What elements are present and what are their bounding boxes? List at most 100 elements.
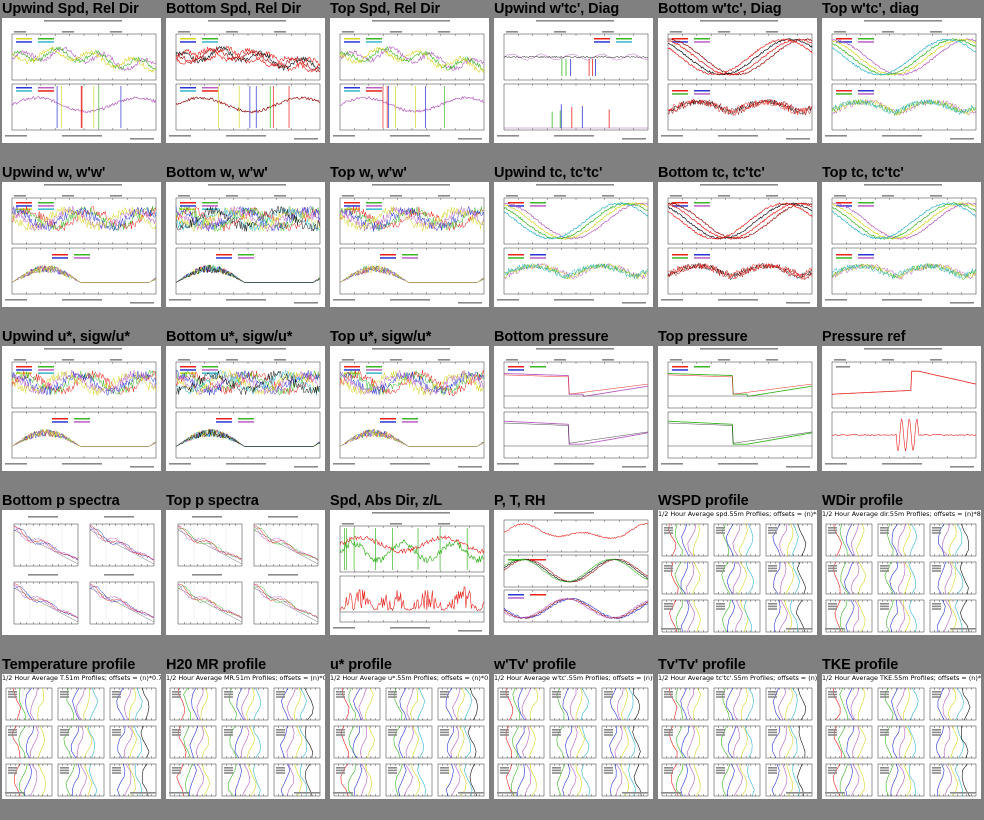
- plot-thumbnail-top-w-tc-diag[interactable]: Top w'tc', diag: [820, 0, 984, 164]
- legend-entry: [38, 372, 54, 374]
- plot-image[interactable]: [2, 346, 161, 471]
- plot-image[interactable]: [822, 346, 981, 471]
- legend-entry: [180, 208, 196, 210]
- plot-frame: [667, 247, 813, 295]
- plot-image[interactable]: 1/2 Hour Average MR.51m Profiles; offset…: [166, 674, 325, 799]
- plot-image[interactable]: 1/2 Hour Average TKE.55m Profiles; offse…: [822, 674, 981, 799]
- plot-thumbnail-upwind-tc-tc-tc[interactable]: Upwind tc, tc'tc': [492, 164, 656, 328]
- plot-thumbnail-bottom-p-spectra[interactable]: Bottom p spectra: [0, 492, 164, 656]
- legend-entry: [530, 366, 546, 368]
- caption-stub: [130, 138, 154, 140]
- plot-image[interactable]: [330, 18, 489, 143]
- profile-line: [733, 687, 742, 721]
- plot-image[interactable]: 1/2 Hour Average spd.55m Profiles; offse…: [658, 510, 817, 635]
- plot-image[interactable]: [822, 18, 981, 143]
- plot-thumbnail-temperature-profile[interactable]: Temperature profile 1/2 Hour Average T.51…: [0, 656, 164, 820]
- plot-image[interactable]: 1/2 Hour Average T.51m Profiles; offsets…: [2, 674, 161, 799]
- profile-line: [633, 687, 641, 721]
- plot-image[interactable]: [330, 510, 489, 635]
- plot-thumbnail-wdir-profile[interactable]: WDir profile 1/2 Hour Average dir.55m Pro…: [820, 492, 984, 656]
- legend-entry: [380, 257, 396, 259]
- legend-entry: [366, 205, 382, 207]
- plot-thumbnail-upwind-spd-rel-dir[interactable]: Upwind Spd, Rel Dir: [0, 0, 164, 164]
- plot-thumbnail-bottom-w-w-w[interactable]: Bottom w, w'w': [164, 164, 328, 328]
- plot-thumbnail-h20-mr-profile[interactable]: H20 MR profile 1/2 Hour Average MR.51m Pr…: [164, 656, 328, 820]
- plot-thumbnail-top-w-w-w[interactable]: Top w, w'w': [328, 164, 492, 328]
- caption-stub: [169, 463, 191, 465]
- profile-line: [234, 763, 243, 797]
- plot-thumbnail-wspd-profile[interactable]: WSPD profile 1/2 Hour Average spd.55m Pro…: [656, 492, 820, 656]
- plot-thumbnail-top-spd-rel-dir[interactable]: Top Spd, Rel Dir: [328, 0, 492, 164]
- plot-frame: [175, 83, 321, 131]
- caption-stub: [226, 195, 238, 197]
- legend-entry: [38, 87, 54, 89]
- caption-stub: [390, 463, 430, 465]
- series-line: [175, 96, 321, 114]
- profile-line: [189, 763, 197, 797]
- plot-thumbnail-upwind-w-w-w[interactable]: Upwind w, w'w': [0, 164, 164, 328]
- caption-stub: [226, 359, 238, 361]
- plot-image[interactable]: [166, 18, 325, 143]
- legend-entry: [344, 369, 360, 371]
- thumbnail-title: Upwind w, w'w': [2, 165, 106, 181]
- legend-entry: [402, 254, 418, 256]
- plot-image[interactable]: [494, 346, 653, 471]
- plot-thumbnail-top-u-sigw-u[interactable]: Top u*, sigw/u*: [328, 328, 492, 492]
- plot-thumbnail-top-tc-tc-tc[interactable]: Top tc, tc'tc': [820, 164, 984, 328]
- legend-entry: [836, 254, 852, 256]
- plot-image[interactable]: [330, 346, 489, 471]
- plot-image[interactable]: [494, 182, 653, 307]
- plot-image[interactable]: 1/2 Hour Average tc'tc'.55m Profiles; of…: [658, 674, 817, 799]
- plot-image[interactable]: [658, 18, 817, 143]
- plot-thumbnail-spd-abs-dir-z-l[interactable]: Spd, Abs Dir, z/L: [328, 492, 492, 656]
- plot-thumbnail-upwind-w-tc-diag[interactable]: Upwind w'tc', Diag: [492, 0, 656, 164]
- plot-image[interactable]: [2, 510, 161, 635]
- plot-thumbnail-top-p-spectra[interactable]: Top p spectra: [164, 492, 328, 656]
- plot-image[interactable]: [330, 182, 489, 307]
- legend-entry: [38, 205, 54, 207]
- profile-line: [722, 687, 730, 721]
- plot-image[interactable]: 1/2 Hour Average u*.55m Profiles; offset…: [330, 674, 489, 799]
- plot-thumbnail-bottom-tc-tc-tc[interactable]: Bottom tc, tc'tc': [656, 164, 820, 328]
- legend-entry: [694, 93, 710, 95]
- plot-thumbnail-w-tv-profile[interactable]: w'Tv' profile 1/2 Hour Average w'tc'.55m …: [492, 656, 656, 820]
- plot-thumbnail-top-pressure[interactable]: Top pressure: [656, 328, 820, 492]
- caption-stub: [208, 184, 286, 186]
- plot-image[interactable]: [494, 510, 653, 635]
- caption-stub: [208, 348, 286, 350]
- plot-thumbnail-bottom-spd-rel-dir[interactable]: Bottom Spd, Rel Dir: [164, 0, 328, 164]
- plot-image[interactable]: [2, 18, 161, 143]
- plot-image[interactable]: [166, 346, 325, 471]
- caption-stub: [864, 184, 942, 186]
- plot-image[interactable]: 1/2 Hour Average dir.55m Profiles; offse…: [822, 510, 981, 635]
- caption-stub: [768, 693, 777, 696]
- plot-image[interactable]: [494, 18, 653, 143]
- plot-image[interactable]: 1/2 Hour Average w'tc'.55m Profiles; off…: [494, 674, 653, 799]
- plot-image[interactable]: [658, 346, 817, 471]
- plot-thumbnail-tke-profile[interactable]: TKE profile 1/2 Hour Average TKE.55m Prof…: [820, 656, 984, 820]
- profile-line: [676, 763, 684, 797]
- plot-thumbnail-bottom-u-sigw-u[interactable]: Bottom u*, sigw/u*: [164, 328, 328, 492]
- plot-thumbnail-tv-tv-profile[interactable]: Tv'Tv' profile 1/2 Hour Average tc'tc'.55…: [656, 656, 820, 820]
- plot-image[interactable]: [658, 182, 817, 307]
- plot-thumbnail-p-t-rh[interactable]: P, T, RH: [492, 492, 656, 656]
- legend-entry: [38, 369, 54, 371]
- profile-line: [789, 725, 798, 759]
- profile-line: [464, 687, 473, 721]
- series-line: [667, 38, 813, 76]
- caption-stub: [664, 565, 673, 567]
- plot-image[interactable]: [166, 510, 325, 635]
- plot-frame: [661, 687, 709, 721]
- plot-thumbnail-pressure-ref[interactable]: Pressure ref: [820, 328, 984, 492]
- caption-stub: [112, 767, 121, 769]
- plot-thumbnail-bottom-w-tc-diag[interactable]: Bottom w'tc', Diag: [656, 0, 820, 164]
- plot-thumbnail-upwind-u-sigw-u[interactable]: Upwind u*, sigw/u*: [0, 328, 164, 492]
- profile-line: [779, 561, 787, 595]
- legend-entry: [238, 418, 254, 420]
- caption-stub: [718, 463, 758, 465]
- plot-image[interactable]: [822, 182, 981, 307]
- plot-thumbnail-bottom-pressure[interactable]: Bottom pressure: [492, 328, 656, 492]
- plot-thumbnail-u-profile[interactable]: u* profile 1/2 Hour Average u*.55m Profil…: [328, 656, 492, 820]
- plot-image[interactable]: [166, 182, 325, 307]
- plot-image[interactable]: [2, 182, 161, 307]
